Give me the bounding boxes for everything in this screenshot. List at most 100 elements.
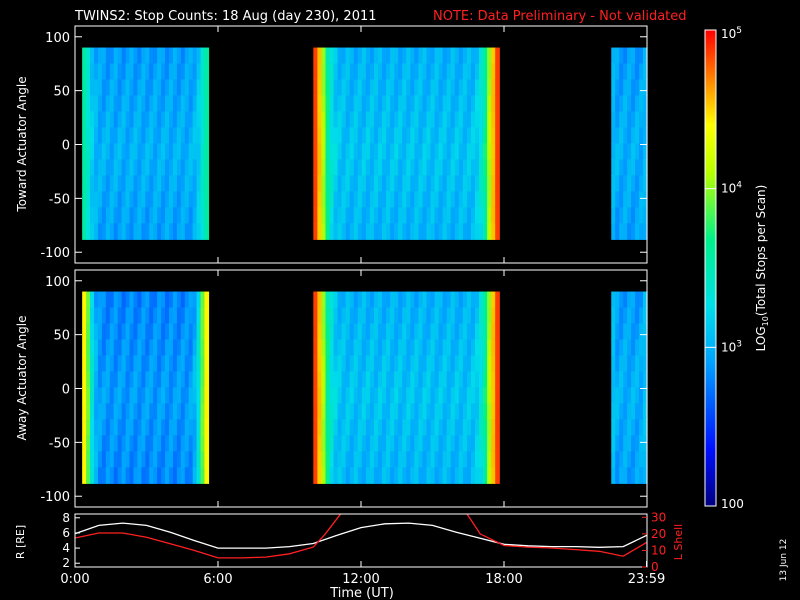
heatmap-cell (141, 387, 146, 404)
heatmap-cell (172, 111, 178, 129)
heatmap-cell (113, 339, 119, 357)
heatmap-cell (317, 63, 323, 81)
heatmap-cell (430, 435, 436, 452)
heatmap-cell (474, 339, 480, 357)
heatmap-cell (97, 371, 103, 389)
colorbar-title-subscript: 10 (761, 316, 770, 326)
heatmap-cell (137, 175, 142, 192)
heatmap-cell (382, 127, 387, 145)
heatmap-cell (466, 63, 472, 81)
heatmap-cell (329, 63, 335, 81)
heatmap-cell (86, 223, 91, 240)
heatmap-cell (341, 127, 347, 145)
heatmap-cell (474, 435, 480, 452)
heatmap-cell (446, 175, 452, 192)
heatmap-cell (357, 207, 363, 224)
heatmap-cell (369, 291, 375, 309)
heatmap-cell (93, 355, 99, 373)
heatmap-cell (341, 403, 347, 420)
heatmap-cell (137, 207, 142, 224)
heatmap-cell (204, 111, 210, 129)
heatmap-cell (487, 127, 492, 145)
heatmap-cell (458, 207, 464, 224)
heatmap-cell (487, 451, 492, 468)
heatmap-cell (479, 419, 484, 436)
heatmap-cell (450, 175, 456, 192)
heatmap-cell (353, 435, 359, 452)
heatmap-cell (117, 291, 123, 309)
heatmap-cell (93, 419, 99, 436)
heatmap-cell (462, 159, 468, 176)
heatmap-cell (176, 143, 182, 160)
heatmap-cell (137, 451, 142, 468)
heatmap-cell (97, 143, 103, 160)
heatmap-cell (390, 175, 395, 192)
heatmap-cell (483, 47, 488, 65)
heatmap-cell (161, 355, 166, 373)
heatmap-cell (157, 207, 162, 224)
radius-tick-label: 6 (62, 526, 70, 540)
heatmap-cell (470, 127, 476, 145)
heatmap-cell (430, 63, 436, 81)
heatmap-cell (631, 159, 636, 176)
heatmap-cell (369, 63, 375, 81)
heatmap-cell (357, 111, 363, 129)
heatmap-cell (446, 403, 452, 420)
heatmap-cell (619, 47, 624, 65)
heatmap-cell (454, 307, 460, 325)
heatmap-cell (333, 435, 339, 452)
heatmap-cell (623, 191, 628, 208)
heatmap-cell (153, 403, 158, 420)
heatmap-cell (479, 63, 484, 81)
heatmap-cell (361, 291, 367, 309)
heatmap-cell (639, 191, 644, 208)
heatmap-cell (474, 159, 480, 176)
heatmap-cell (635, 143, 640, 160)
heatmap-cell (398, 47, 403, 65)
heatmap-cell (611, 175, 616, 192)
heatmap-cell (109, 387, 115, 404)
heatmap-cell (90, 79, 95, 97)
heatmap-cell (623, 403, 628, 420)
heatmap-cell (165, 451, 170, 468)
heatmap-cell (101, 371, 107, 389)
heatmap-cell (643, 451, 648, 468)
heatmap-cell (643, 371, 648, 389)
heatmap-cell (406, 175, 411, 192)
heatmap-cell (345, 419, 351, 436)
heatmap-cell (168, 371, 174, 389)
heatmap-cell (117, 79, 123, 97)
heatmap-cell (93, 223, 99, 240)
heatmap-cell (386, 403, 391, 420)
heatmap-cell (639, 451, 644, 468)
heatmap-cell (369, 223, 375, 240)
heatmap-cell (125, 419, 131, 436)
colorbar-title-rest: (Total Stops per Scan) (754, 185, 768, 316)
heatmap-cell (161, 47, 166, 65)
heatmap-cell (172, 355, 178, 373)
heatmap-cell (458, 419, 464, 436)
heatmap-cell (365, 435, 371, 452)
heatmap-cell (462, 47, 468, 65)
heatmap-cell (133, 371, 139, 389)
heatmap-cell (86, 323, 91, 341)
heatmap-cell (442, 419, 448, 436)
heatmap-cell (639, 387, 644, 404)
heatmap-cell (369, 207, 375, 224)
heatmap-cell (313, 175, 318, 192)
heatmap-cell (377, 223, 383, 240)
heatmap-cell (161, 451, 166, 468)
heatmap-cell (483, 159, 488, 176)
heatmap-cell (184, 111, 190, 129)
heatmap-cell (97, 467, 103, 484)
heatmap-cell (349, 223, 355, 240)
heatmap-cell (105, 323, 111, 341)
heatmap-cell (180, 355, 186, 373)
heatmap-cell (341, 371, 347, 389)
heatmap-cell (97, 223, 103, 240)
heatmap-cell (450, 207, 456, 224)
heatmap-cell (86, 175, 91, 192)
heatmap-cell (321, 95, 327, 113)
heatmap-cell (121, 339, 127, 357)
heatmap-cell (462, 207, 468, 224)
